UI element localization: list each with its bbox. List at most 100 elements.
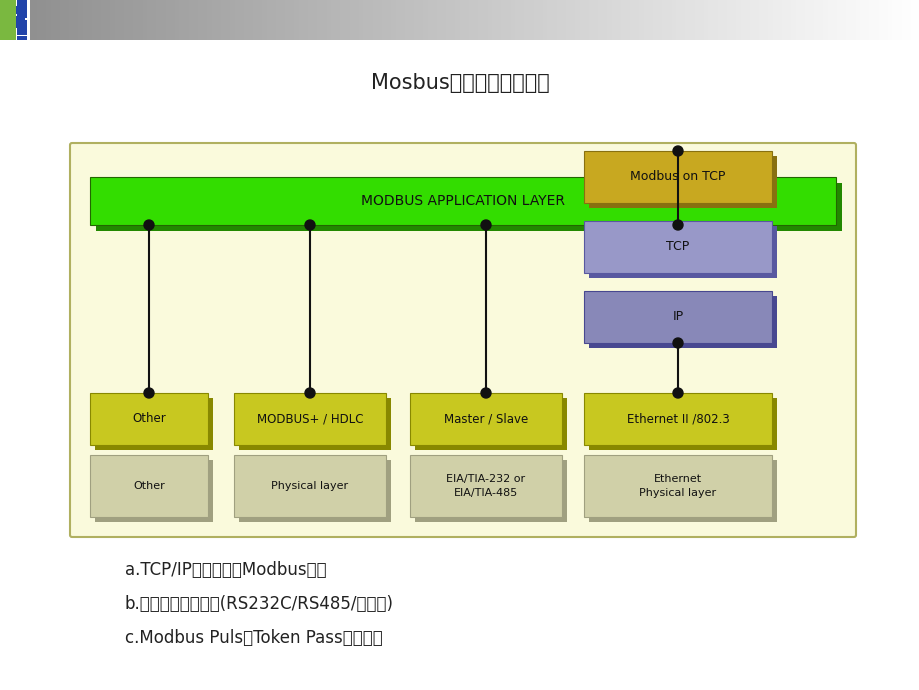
Bar (5, 0, 10, 40)
Bar (239, 398, 391, 450)
Bar (804, 0, 810, 40)
Bar (87, 0, 93, 40)
Bar (216, 0, 221, 40)
Bar (257, 0, 263, 40)
Bar (147, 0, 153, 40)
Bar (772, 0, 777, 40)
Bar (193, 0, 199, 40)
Bar (538, 0, 543, 40)
Bar (78, 0, 84, 40)
Bar (446, 0, 451, 40)
Bar (340, 0, 346, 40)
Bar (891, 0, 897, 40)
Bar (317, 0, 323, 40)
Bar (386, 0, 391, 40)
Text: Other: Other (132, 413, 165, 426)
Bar (588, 156, 777, 208)
Bar (202, 0, 208, 40)
Text: Mosbus通信协议网络结构: Mosbus通信协议网络结构 (370, 73, 549, 93)
Bar (60, 0, 65, 40)
Bar (409, 0, 414, 40)
Text: c.Modbus Puls是Token Pass高速网络: c.Modbus Puls是Token Pass高速网络 (125, 629, 382, 647)
Bar (133, 0, 139, 40)
Text: MODBUS APPLICATION LAYER: MODBUS APPLICATION LAYER (360, 194, 564, 208)
Bar (666, 0, 672, 40)
Circle shape (673, 146, 682, 156)
Bar (464, 0, 470, 40)
Bar (404, 0, 410, 40)
Bar (46, 0, 51, 40)
Bar (584, 151, 771, 203)
Bar (184, 0, 189, 40)
Bar (850, 0, 856, 40)
Bar (777, 0, 782, 40)
Bar (368, 0, 373, 40)
Text: Master / Slave: Master / Slave (443, 413, 528, 426)
Bar (547, 0, 552, 40)
Bar (800, 0, 805, 40)
Bar (170, 0, 176, 40)
Bar (749, 0, 754, 40)
Bar (510, 0, 516, 40)
Bar (358, 0, 364, 40)
Bar (487, 0, 493, 40)
Bar (533, 0, 539, 40)
Bar (910, 0, 915, 40)
FancyBboxPatch shape (70, 143, 855, 537)
Bar (818, 0, 823, 40)
Bar (16, 16, 25, 28)
Bar (620, 0, 626, 40)
Bar (496, 0, 502, 40)
Bar (326, 0, 332, 40)
Bar (717, 0, 722, 40)
Bar (896, 0, 902, 40)
Bar (253, 0, 258, 40)
Bar (198, 0, 203, 40)
Bar (882, 0, 888, 40)
Bar (179, 0, 185, 40)
Bar (410, 455, 562, 517)
Bar (561, 0, 566, 40)
Bar (18, 0, 24, 40)
Bar (901, 0, 906, 40)
Bar (188, 0, 194, 40)
Bar (410, 393, 562, 445)
Bar (790, 0, 796, 40)
Bar (303, 0, 309, 40)
Bar (248, 0, 254, 40)
Bar (0, 0, 30, 40)
Circle shape (673, 220, 682, 230)
Bar (271, 0, 277, 40)
Bar (639, 0, 644, 40)
Bar (239, 460, 391, 522)
Bar (414, 460, 566, 522)
Circle shape (481, 220, 491, 230)
Bar (161, 0, 166, 40)
Bar (528, 0, 534, 40)
Bar (119, 0, 125, 40)
Bar (129, 0, 134, 40)
Bar (0, 0, 6, 40)
Bar (427, 0, 433, 40)
Bar (437, 0, 442, 40)
Bar (703, 0, 709, 40)
Bar (381, 0, 387, 40)
Bar (689, 0, 695, 40)
Bar (579, 0, 584, 40)
Bar (781, 0, 787, 40)
Bar (625, 0, 630, 40)
Bar (262, 0, 267, 40)
Bar (524, 0, 529, 40)
Bar (675, 0, 681, 40)
Bar (565, 0, 571, 40)
Bar (611, 0, 617, 40)
Bar (763, 0, 768, 40)
Bar (574, 0, 580, 40)
Bar (630, 0, 635, 40)
Bar (377, 0, 382, 40)
Bar (331, 0, 336, 40)
Bar (694, 0, 699, 40)
Bar (69, 0, 74, 40)
Bar (616, 0, 621, 40)
Bar (584, 0, 589, 40)
